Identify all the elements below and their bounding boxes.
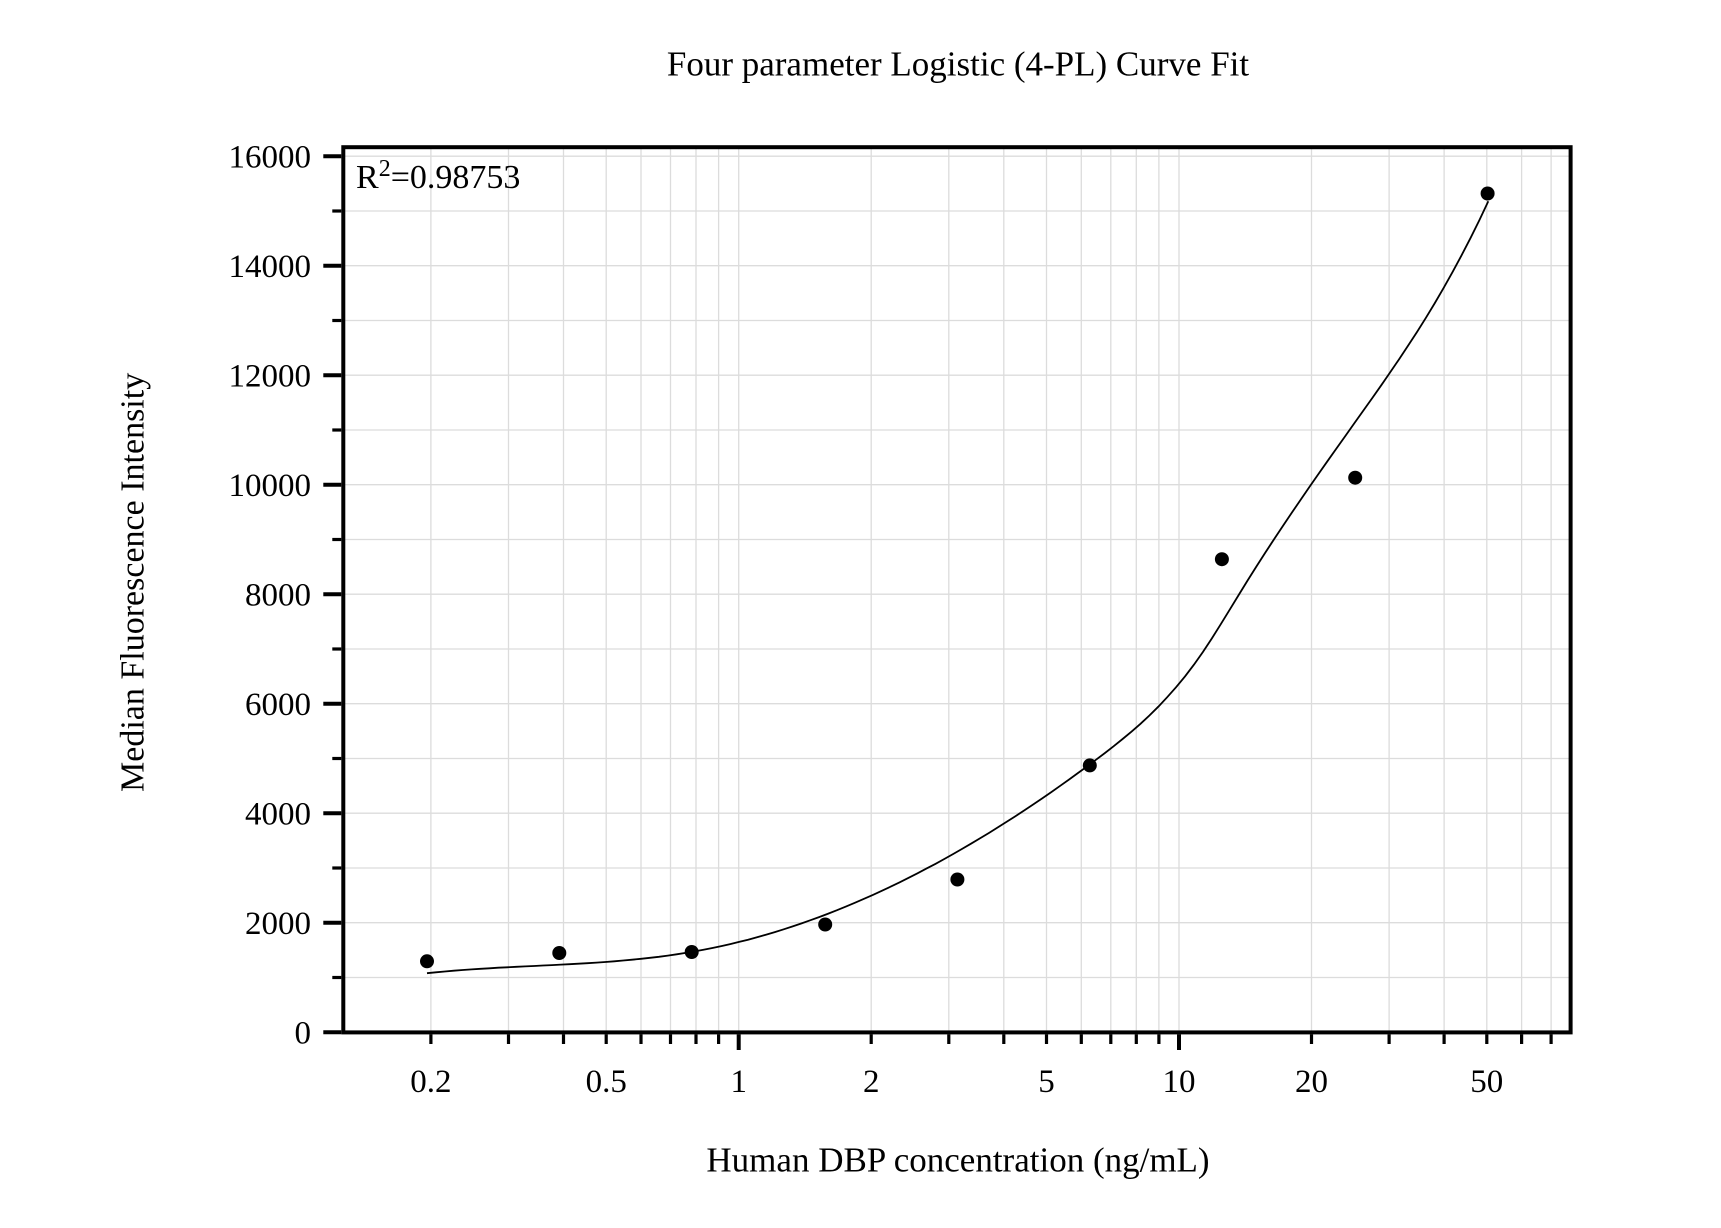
svg-text:Human DBP concentration (ng/mL: Human DBP concentration (ng/mL) — [706, 1140, 1209, 1179]
svg-text:5: 5 — [1038, 1064, 1055, 1100]
svg-text:20: 20 — [1295, 1064, 1328, 1100]
svg-text:0.5: 0.5 — [586, 1064, 627, 1100]
svg-text:50: 50 — [1470, 1064, 1503, 1100]
svg-text:10: 10 — [1163, 1064, 1196, 1100]
svg-text:0.2: 0.2 — [410, 1064, 451, 1100]
svg-text:Four parameter Logistic (4-PL): Four parameter Logistic (4-PL) Curve Fit — [667, 44, 1250, 83]
svg-text:2: 2 — [863, 1064, 880, 1100]
svg-text:2000: 2000 — [245, 906, 311, 942]
svg-text:Median Fluorescence Intensity: Median Fluorescence Intensity — [115, 373, 152, 792]
svg-text:4000: 4000 — [245, 797, 311, 833]
svg-text:14000: 14000 — [229, 249, 312, 285]
svg-text:10000: 10000 — [229, 468, 312, 504]
svg-text:0: 0 — [295, 1016, 312, 1052]
svg-text:12000: 12000 — [229, 359, 312, 395]
svg-text:1: 1 — [730, 1064, 747, 1100]
svg-text:8000: 8000 — [245, 578, 311, 614]
svg-text:R2=0.98753: R2=0.98753 — [356, 156, 520, 196]
svg-text:16000: 16000 — [229, 140, 312, 176]
svg-text:6000: 6000 — [245, 687, 311, 723]
